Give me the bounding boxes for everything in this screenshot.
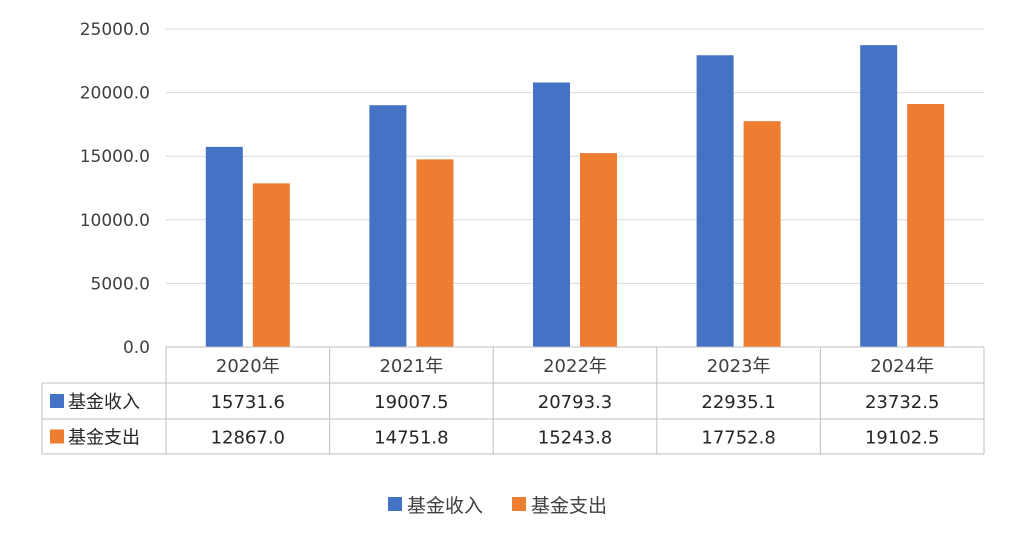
data-label: 19007.5 — [374, 392, 448, 413]
bar-expense — [743, 121, 781, 347]
bar-income — [696, 55, 734, 347]
y-tick-label: 15000.0 — [80, 147, 150, 167]
legend-swatch — [388, 497, 402, 511]
category-label: 2021年 — [379, 356, 443, 377]
y-tick-label: 0.0 — [123, 338, 150, 358]
bar-expense — [907, 104, 945, 347]
category-label: 2022年 — [543, 356, 607, 377]
y-tick-label: 5000.0 — [91, 274, 150, 294]
data-label: 19102.5 — [865, 428, 939, 449]
table-series-name: 基金收入 — [68, 392, 140, 413]
legend-label: 基金支出 — [531, 495, 607, 517]
table-legend-key — [50, 429, 64, 444]
data-label: 15731.6 — [211, 392, 285, 413]
data-label: 23732.5 — [865, 392, 939, 413]
y-tick-label: 10000.0 — [80, 211, 150, 231]
category-label: 2020年 — [216, 356, 280, 377]
data-label: 15243.8 — [538, 428, 612, 449]
table-legend-key — [50, 394, 64, 408]
category-label: 2023年 — [707, 356, 771, 377]
data-label: 20793.3 — [538, 392, 612, 413]
bar-income — [533, 82, 570, 348]
bar-income — [205, 146, 243, 347]
bar-expense — [580, 153, 617, 347]
table-series-name: 基金支出 — [68, 428, 140, 449]
bar-income — [860, 45, 898, 348]
category-label: 2024年 — [870, 356, 934, 377]
data-label: 12867.0 — [211, 428, 285, 449]
legend-swatch — [512, 497, 526, 511]
legend-label: 基金收入 — [407, 495, 483, 517]
bar-expense — [416, 159, 454, 347]
y-tick-label: 25000.0 — [80, 20, 150, 40]
data-label: 14751.8 — [374, 428, 448, 449]
data-label: 22935.1 — [701, 392, 775, 413]
data-label: 17752.8 — [701, 428, 775, 449]
bar-expense — [252, 183, 290, 347]
y-tick-label: 20000.0 — [80, 84, 150, 104]
bar-income — [369, 105, 407, 347]
